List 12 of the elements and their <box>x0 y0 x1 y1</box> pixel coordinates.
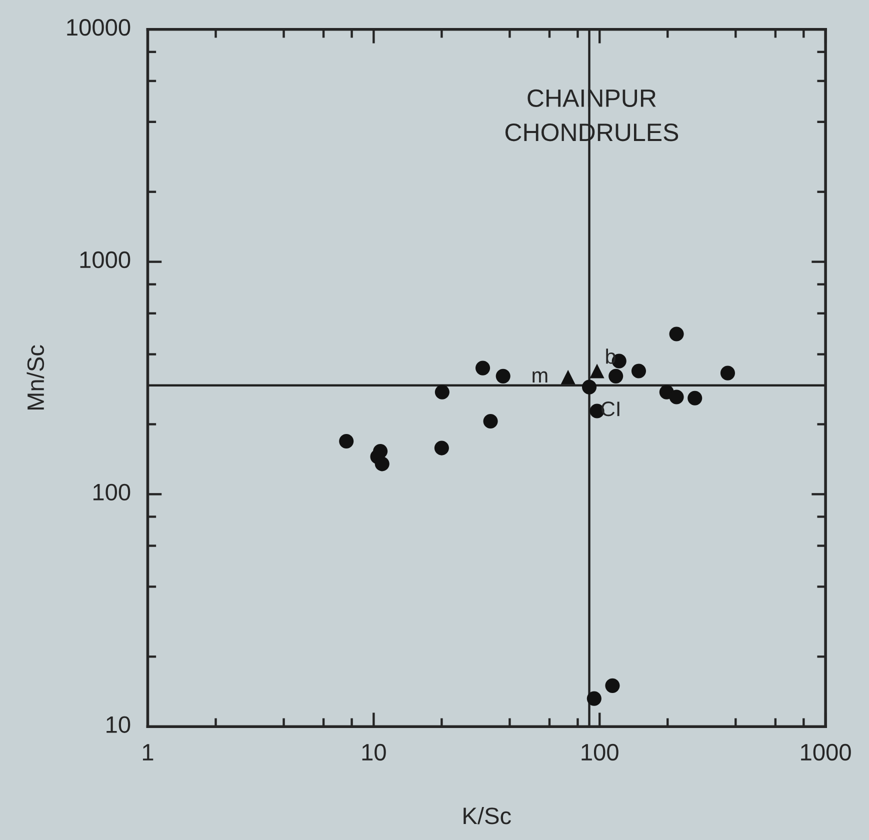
annotation: m <box>532 371 548 383</box>
x-axis-title: K/Sc <box>464 806 511 824</box>
y-tick-label: 10000 <box>67 19 130 36</box>
x-tick-label: 10 <box>362 744 386 761</box>
y-tick-label: 10 <box>106 716 130 733</box>
y-tick-label: 1000 <box>80 251 130 268</box>
x-tick-label: 1000 <box>801 744 851 761</box>
annotation: b <box>606 348 616 364</box>
y-tick-label: 100 <box>93 484 130 501</box>
x-tick-label: 1 <box>142 744 154 760</box>
x-tick-label: 100 <box>582 744 618 761</box>
y-axis-title: Mn/Sc <box>26 345 44 410</box>
